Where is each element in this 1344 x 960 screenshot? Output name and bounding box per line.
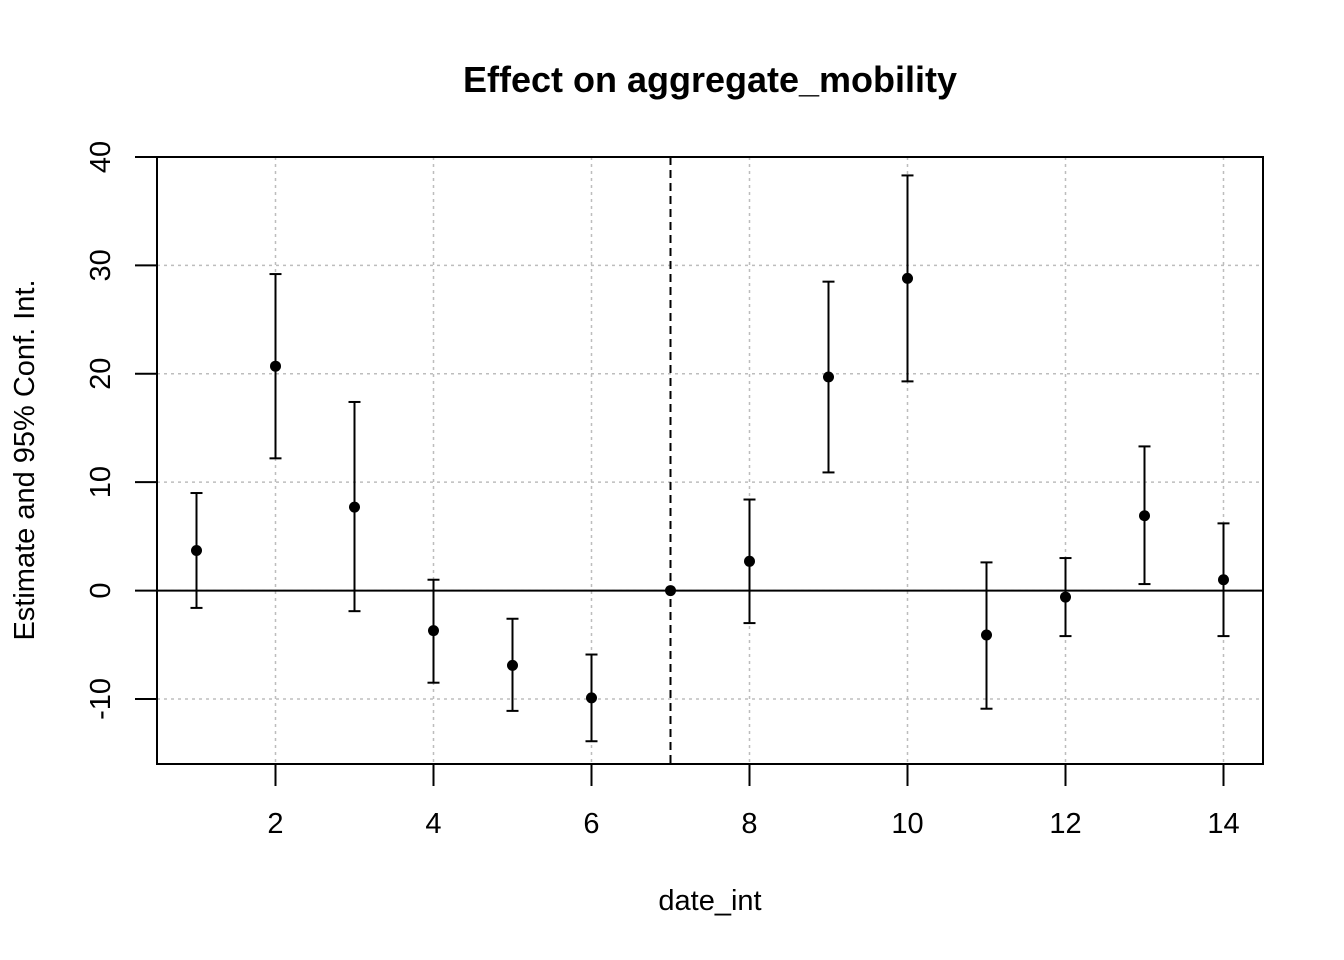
x-tick-label: 10 <box>891 808 923 840</box>
x-tick-label: 14 <box>1207 808 1239 840</box>
data-point <box>1060 591 1071 603</box>
data-point <box>981 629 992 641</box>
grid-lines <box>157 156 1263 764</box>
points <box>191 272 1229 704</box>
data-point <box>1139 510 1150 522</box>
y-tick-label: 40 <box>85 141 117 173</box>
data-point <box>1218 574 1229 586</box>
data-point <box>507 659 518 671</box>
y-tick-label: 0 <box>85 583 117 599</box>
y-tick-label: 20 <box>85 358 117 390</box>
x-tick-label: 12 <box>1049 808 1081 840</box>
plot-frame <box>156 156 1264 765</box>
x-axis: 2 4 6 8 10 12 14 <box>267 763 1240 840</box>
data-point <box>902 272 913 284</box>
y-tick-label: 10 <box>85 466 117 498</box>
x-tick-label: 8 <box>741 808 757 840</box>
data-point <box>665 585 676 597</box>
x-tick-label: 4 <box>425 808 441 840</box>
y-axis: -10 0 10 20 30 40 <box>85 141 158 720</box>
y-tick-label: -10 <box>85 678 117 720</box>
data-point <box>744 555 755 567</box>
data-point <box>191 544 202 556</box>
reference-lines <box>157 157 1263 764</box>
x-tick-label: 2 <box>267 808 283 840</box>
data-point <box>270 360 281 372</box>
x-axis-label: date_int <box>658 885 761 917</box>
data-point <box>586 692 597 704</box>
y-tick-label: 30 <box>85 249 117 281</box>
data-point <box>349 501 360 513</box>
data-point <box>428 625 439 637</box>
chart-title: Effect on aggregate_mobility <box>463 59 957 100</box>
data-point <box>823 371 834 383</box>
x-tick-label: 6 <box>583 808 599 840</box>
y-axis-label: Estimate and 95% Conf. Int. <box>9 279 41 640</box>
error-bars <box>190 174 1230 743</box>
